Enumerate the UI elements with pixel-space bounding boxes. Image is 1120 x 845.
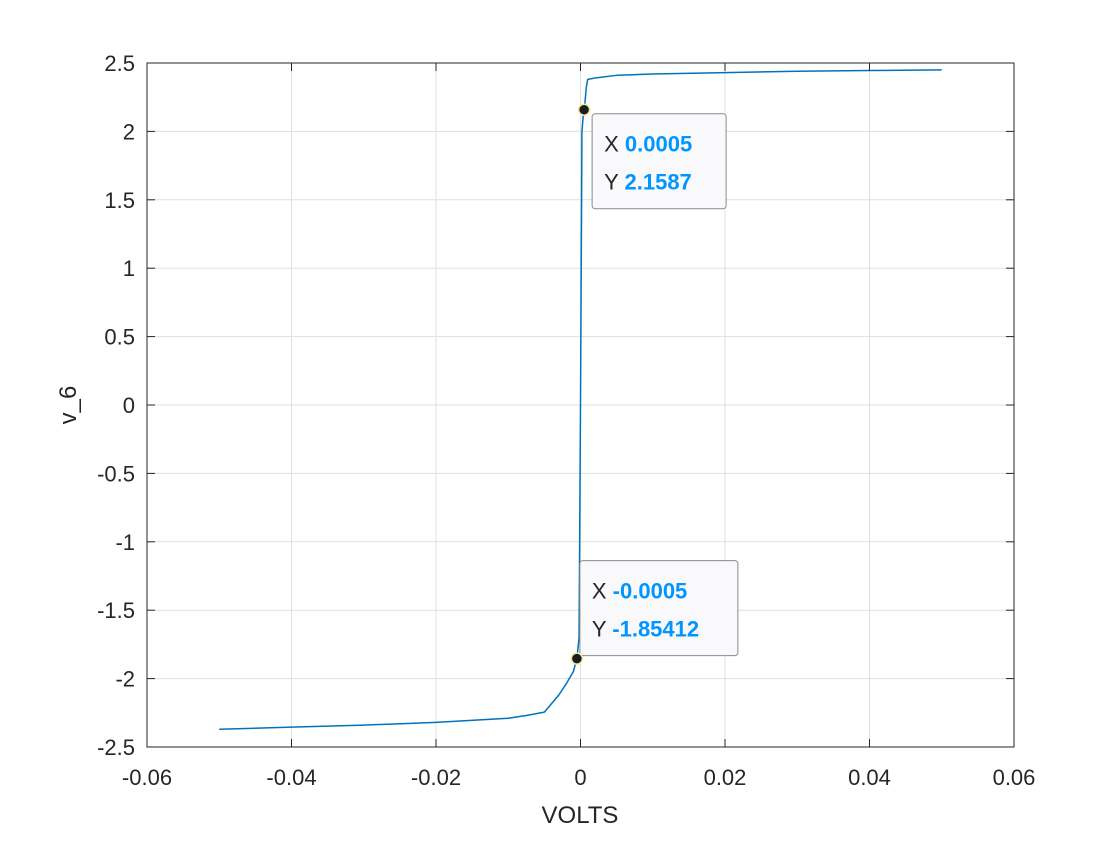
x-tick-label: -0.04 bbox=[266, 765, 316, 790]
data-tip-y-row: Y 2.1587 bbox=[604, 170, 692, 195]
y-tick-label: 2.5 bbox=[104, 51, 135, 76]
y-tick-label: 0.5 bbox=[104, 325, 135, 350]
x-tick-label: 0.04 bbox=[848, 765, 891, 790]
data-tip-marker[interactable] bbox=[570, 652, 584, 665]
data-tip-y-value: -1.85412 bbox=[612, 617, 699, 642]
data-tip-x-row: X 0.0005 bbox=[604, 132, 692, 157]
data-tip-box bbox=[591, 113, 727, 210]
y-axis-label: v_6 bbox=[55, 386, 82, 425]
y-tick-label: -2.5 bbox=[97, 735, 135, 760]
data-tip-y-key: Y bbox=[592, 617, 612, 642]
data-tip-x-value: 0.0005 bbox=[625, 132, 692, 157]
series-line bbox=[219, 69, 942, 730]
x-tick-label: 0 bbox=[574, 765, 586, 790]
data-tip-y-key: Y bbox=[604, 170, 624, 195]
data-tip-y-row: Y -1.85412 bbox=[592, 617, 699, 642]
y-tick-label: 2 bbox=[123, 119, 135, 144]
data-tip-x-key: X bbox=[604, 132, 625, 157]
y-tick-label: 1 bbox=[123, 256, 135, 281]
data-tip-x-value: -0.0005 bbox=[613, 579, 688, 604]
y-tick-label: 1.5 bbox=[104, 188, 135, 213]
data-tip-box bbox=[579, 560, 739, 657]
y-tick-label: -2 bbox=[115, 667, 135, 692]
y-tick-label: -0.5 bbox=[97, 461, 135, 486]
x-axis-label: VOLTS bbox=[542, 802, 619, 829]
x-tick-label: 0.06 bbox=[993, 765, 1036, 790]
y-tick-label: -1 bbox=[115, 530, 135, 555]
tick-marks bbox=[146, 62, 1015, 748]
y-tick-labels: 2.5 2 1.5 1 0.5 0 -0.5 -1 -1.5 -2 -2.5 bbox=[97, 51, 135, 760]
x-tick-label: -0.06 bbox=[122, 765, 172, 790]
x-tick-labels: -0.06 -0.04 -0.02 0 0.02 0.04 0.06 bbox=[122, 765, 1035, 790]
x-tick-label: 0.02 bbox=[704, 765, 747, 790]
data-series bbox=[219, 69, 942, 730]
data-tip-y-value: 2.1587 bbox=[625, 170, 692, 195]
data-tip-x-key: X bbox=[592, 579, 613, 604]
x-tick-label: -0.02 bbox=[411, 765, 461, 790]
y-tick-label: -1.5 bbox=[97, 598, 135, 623]
data-tip-x-row: X -0.0005 bbox=[592, 579, 687, 604]
data-tip-marker[interactable] bbox=[577, 103, 591, 116]
y-tick-label: 0 bbox=[123, 393, 135, 418]
